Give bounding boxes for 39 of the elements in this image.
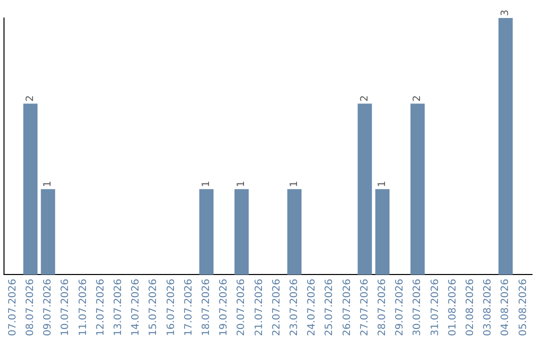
- x-tick-label: 11.07.2026: [78, 278, 89, 336]
- x-tick-label: 07.07.2026: [7, 278, 18, 336]
- x-tick-label: 27.07.2026: [359, 278, 370, 336]
- x-tick-label: 22.07.2026: [271, 278, 282, 336]
- x-tick-label: 03.08.2026: [482, 278, 494, 336]
- x-tick-label: 02.08.2026: [464, 278, 476, 336]
- x-tick-label: 13.07.2026: [112, 278, 124, 336]
- x-tick-label: 16.07.2026: [166, 278, 177, 336]
- x-tick-label: 15.07.2026: [148, 278, 160, 336]
- x-tick-label: 21.07.2026: [254, 278, 265, 336]
- data-label: 3: [500, 10, 512, 16]
- x-tick-label: 12.07.2026: [95, 278, 106, 336]
- x-tick-label: 18.07.2026: [200, 278, 212, 336]
- x-tick-label: 05.08.2026: [518, 278, 529, 336]
- x-tick-label: 24.07.2026: [306, 278, 318, 336]
- x-tick-label: 20.07.2026: [236, 278, 248, 336]
- x-tick-label: 23.07.2026: [288, 278, 300, 336]
- data-label: 1: [236, 180, 248, 188]
- x-tick-label: 28.07.2026: [376, 278, 388, 336]
- data-label: 1: [42, 180, 54, 188]
- data-label: 2: [412, 95, 424, 102]
- x-tick-label: 10.07.2026: [60, 278, 72, 336]
- data-label: 1: [200, 180, 212, 188]
- x-tick-label: 01.08.2026: [447, 278, 458, 336]
- x-tick-label: 04.08.2026: [500, 278, 512, 336]
- x-tick-label: 19.07.2026: [218, 278, 230, 336]
- x-tick-label: 14.07.2026: [130, 278, 142, 336]
- x-tick-label: 30.07.2026: [412, 278, 424, 336]
- data-label: 2: [359, 95, 370, 102]
- x-tick-label: 09.07.2026: [42, 278, 54, 336]
- x-tick-label: 17.07.2026: [183, 278, 194, 336]
- x-tick-label: 25.07.2026: [324, 278, 336, 336]
- x-tick-label: 29.07.2026: [394, 278, 406, 336]
- data-label: 1: [288, 180, 300, 188]
- data-label: 2: [24, 95, 36, 102]
- x-tick-label: 31.07.2026: [430, 278, 441, 336]
- data-label: 1: [376, 180, 388, 188]
- x-tick-label: 08.07.2026: [24, 278, 36, 336]
- x-tick-label: 26.07.2026: [342, 278, 353, 336]
